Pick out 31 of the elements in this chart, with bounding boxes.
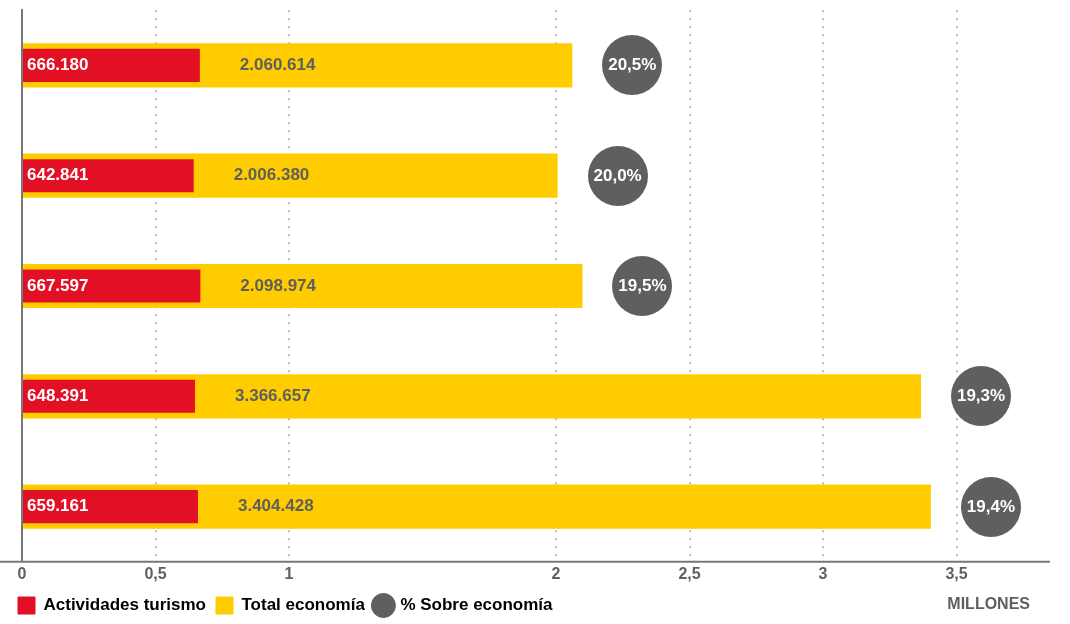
- circle-badge: 19,3%: [951, 366, 1012, 427]
- circle-badge: 20,0%: [587, 145, 648, 206]
- annotation: 2.060.614: [239, 55, 316, 75]
- bar: [23, 269, 201, 303]
- annotation: 648.391: [27, 386, 89, 406]
- x-tick-label: 2,5: [678, 564, 701, 582]
- x-tick-label: 0: [17, 564, 27, 582]
- circle-badge: 19,4%: [960, 476, 1021, 537]
- x-tick-label: 0,5: [144, 564, 167, 582]
- legend-label: % Sobre economía: [400, 595, 554, 615]
- x-tick-label: 2: [551, 564, 561, 582]
- annotation: 667.597: [27, 275, 89, 295]
- x-axis-title: MILLONES: [947, 595, 1031, 613]
- legend-label: Actividades turismo: [43, 595, 206, 615]
- x-tick-label: 1: [284, 564, 294, 582]
- bar: [23, 159, 194, 193]
- bar: [23, 379, 196, 413]
- legend-label: Total economía: [241, 595, 366, 615]
- annotation: 3.404.428: [237, 496, 314, 516]
- annotation: 642.841: [27, 165, 89, 185]
- x-tick-label: 3,5: [945, 564, 968, 582]
- circle-badge: 19,5%: [612, 256, 673, 316]
- circle-badge: 20,5%: [602, 35, 663, 96]
- annotation: 2.006.380: [233, 165, 310, 185]
- annotation: 666.180: [27, 55, 89, 75]
- annotation: 659.161: [27, 496, 89, 516]
- bar: [23, 490, 198, 524]
- annotation: 2.098.974: [240, 275, 317, 295]
- annotation: 3.366.657: [235, 386, 311, 406]
- x-tick-label: 3: [818, 564, 828, 582]
- bar: [23, 48, 200, 82]
